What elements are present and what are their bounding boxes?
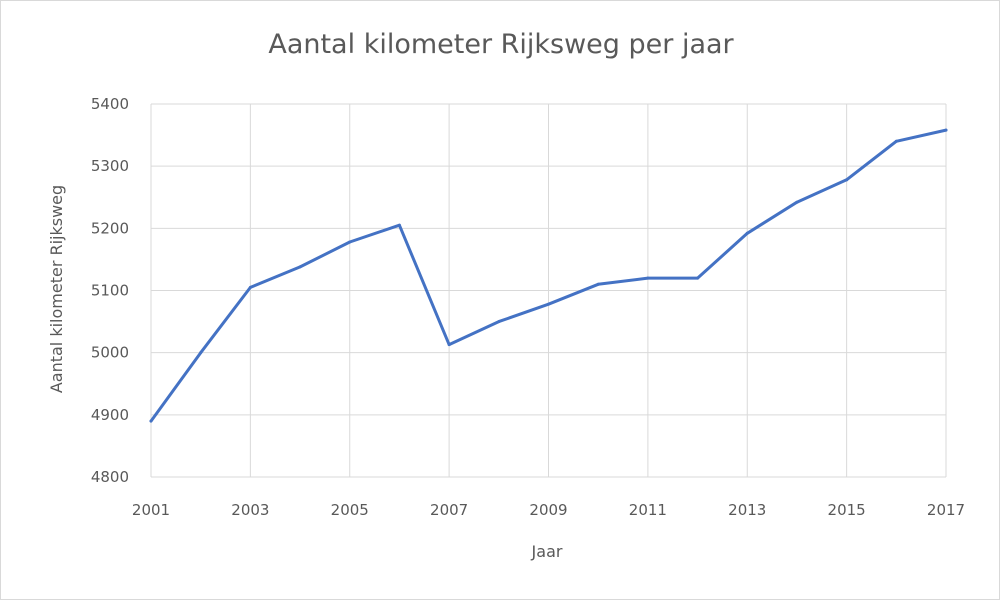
x-tick-label: 2009	[529, 501, 567, 519]
x-axis-ticks: 2001 2003 2005 2007 2009 2011 2013 2015 2017	[132, 501, 965, 519]
y-axis-label: Aantal kilometer Rijksweg	[47, 185, 66, 393]
series-group	[149, 128, 948, 423]
y-tick-label: 5400	[91, 95, 129, 113]
data-point	[447, 343, 451, 347]
y-tick-label: 5300	[91, 157, 129, 175]
y-tick-label: 4800	[91, 468, 129, 486]
data-point	[547, 302, 550, 306]
y-tick-label: 5100	[91, 282, 129, 300]
x-tick-label: 2017	[927, 501, 965, 519]
data-point	[745, 231, 749, 235]
y-tick-label: 5200	[91, 219, 129, 237]
x-tick-label: 2015	[828, 501, 866, 519]
data-point	[696, 276, 700, 280]
y-tick-label: 5000	[91, 344, 129, 362]
data-point	[944, 128, 948, 132]
x-tick-label: 2001	[132, 501, 170, 519]
data-point	[298, 265, 302, 269]
data-point	[894, 139, 898, 143]
data-point	[845, 178, 849, 182]
x-tick-label: 2007	[430, 501, 468, 519]
data-point	[149, 419, 153, 423]
x-tick-label: 2011	[629, 501, 667, 519]
x-axis-label: Jaar	[531, 542, 563, 561]
chart-title: Aantal kilometer Rijksweg per jaar	[268, 29, 734, 60]
x-tick-label: 2013	[728, 501, 766, 519]
data-point	[397, 223, 401, 227]
y-tick-label: 4900	[91, 406, 129, 424]
data-point	[199, 351, 203, 355]
gridlines	[150, 103, 947, 478]
y-axis-ticks: 4800 4900 5000 5100 5200 5300 5400	[91, 95, 129, 486]
data-point	[646, 276, 650, 280]
data-point	[497, 320, 501, 324]
data-point	[348, 240, 352, 244]
data-point	[795, 200, 799, 204]
data-point	[248, 285, 252, 289]
x-tick-label: 2005	[331, 501, 369, 519]
x-tick-label: 2003	[231, 501, 269, 519]
data-point	[596, 282, 600, 286]
